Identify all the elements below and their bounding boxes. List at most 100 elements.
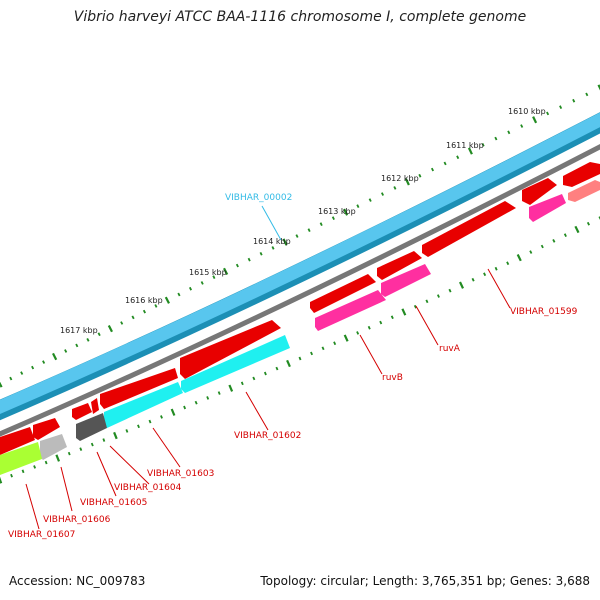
tick-mark — [183, 405, 187, 410]
kbp-label: 1613 kbp — [318, 207, 356, 216]
leader-line — [109, 445, 150, 485]
tick-mark — [52, 352, 58, 361]
kbp-label: 1614 kbp — [253, 237, 291, 246]
leader-line — [487, 268, 511, 309]
tick-mark — [343, 208, 349, 216]
tick-mark — [356, 204, 360, 208]
tick-mark — [177, 292, 181, 297]
tick-mark — [295, 234, 299, 238]
gene-feature[interactable] — [568, 180, 600, 202]
gene-feature[interactable] — [0, 442, 42, 475]
tick-mark — [494, 136, 498, 141]
gene-label[interactable]: VIBHAR_01599 — [510, 307, 578, 317]
tick-mark — [154, 304, 158, 308]
tick-mark — [483, 272, 487, 277]
tick-mark — [443, 161, 447, 166]
tick-mark — [228, 384, 234, 392]
gene-feature[interactable] — [33, 418, 60, 440]
gene-feature[interactable] — [180, 320, 281, 379]
gene-feature[interactable] — [181, 335, 290, 393]
leader-line — [25, 483, 40, 530]
gene-feature[interactable] — [72, 403, 92, 420]
tick-mark — [331, 216, 335, 220]
gene-feature[interactable] — [315, 290, 386, 331]
tick-mark — [298, 356, 302, 361]
gene-feature[interactable] — [310, 274, 376, 313]
tick-mark — [333, 341, 337, 346]
gene-label[interactable]: VIBHAR_01607 — [8, 530, 75, 540]
leader-line — [261, 205, 282, 241]
kbp-labels: 1610 kbp 1611 kbp 1612 kbp 1613 kbp 1614… — [60, 107, 546, 335]
gene-label[interactable]: VIBHAR_01605 — [80, 498, 147, 508]
gene-feature[interactable] — [100, 368, 178, 409]
kbp-label: 1617 kbp — [60, 326, 98, 335]
tick-mark — [506, 261, 510, 266]
tick-mark — [380, 192, 385, 196]
kbp-label: 1610 kbp — [508, 107, 546, 116]
gene-feature[interactable] — [522, 178, 557, 205]
gene-label[interactable]: VIBHAR_00002 — [225, 193, 292, 203]
gene-label[interactable]: ruvA — [439, 344, 461, 354]
tick-mark — [532, 116, 538, 124]
gene-feature[interactable] — [422, 201, 516, 257]
tick-mark — [520, 124, 524, 128]
gene-feature[interactable] — [377, 251, 422, 280]
tick-mark — [79, 447, 83, 451]
tick-mark — [113, 431, 118, 440]
kbp-label: 1616 kbp — [125, 296, 163, 305]
gene-feature[interactable] — [76, 413, 107, 441]
tick-mark — [188, 286, 193, 291]
tick-mark — [282, 238, 288, 246]
gene-label[interactable]: ruvB — [382, 373, 403, 383]
tick-mark — [235, 263, 239, 268]
tick-mark — [319, 222, 323, 226]
tick-mark — [97, 332, 101, 337]
tick-mark — [404, 178, 410, 186]
tick-mark — [559, 105, 563, 109]
tick-mark — [586, 221, 590, 226]
gene-label[interactable]: VIBHAR_01603 — [147, 469, 214, 479]
tick-mark — [33, 465, 37, 469]
tick-mark — [64, 349, 68, 353]
kbp-label: 1611 kbp — [446, 141, 484, 150]
gene-feature[interactable] — [563, 162, 600, 187]
tick-mark — [574, 225, 580, 234]
tick-mark — [252, 376, 256, 381]
tick-mark — [107, 325, 113, 333]
leader-line — [415, 305, 439, 346]
gene-label[interactable]: VIBHAR_01604 — [114, 483, 182, 493]
gene-label[interactable]: VIBHAR_01606 — [43, 515, 111, 525]
gene-feature[interactable] — [104, 382, 183, 428]
tick-mark — [367, 325, 371, 330]
gene-feature[interactable] — [381, 264, 431, 297]
grey-arc — [0, 143, 600, 437]
map-title: Vibrio harveyi ATCC BAA-1116 chromosome … — [73, 9, 527, 25]
gene-feature[interactable] — [40, 434, 67, 460]
tick-mark — [546, 111, 550, 116]
gene-feature[interactable] — [91, 398, 99, 414]
tick-mark — [240, 381, 244, 386]
gene-feature[interactable] — [0, 427, 35, 455]
leader-line — [60, 466, 73, 512]
tick-mark — [481, 143, 485, 147]
gene-labels: VIBHAR_00002 VIBHAR_01599 ruvA ruvB VIBH… — [8, 193, 578, 540]
tick-mark — [401, 308, 407, 316]
gene-feature[interactable] — [529, 194, 566, 222]
tick-mark — [310, 351, 314, 356]
tick-mark — [170, 408, 176, 416]
kbp-label: 1612 kbp — [381, 174, 419, 183]
leader-line — [245, 391, 269, 431]
kbp-label: 1615 kbp — [189, 268, 227, 277]
tick-mark — [343, 334, 349, 342]
tick-mark — [430, 167, 435, 172]
tick-mark — [86, 337, 90, 342]
tick-mark — [259, 251, 263, 256]
tick-mark — [393, 186, 397, 190]
gene-label[interactable]: VIBHAR_01602 — [234, 431, 301, 441]
leader-line — [152, 427, 181, 468]
kbp-ruler — [0, 84, 600, 388]
inner-dotted-track — [0, 216, 600, 484]
tick-mark — [31, 365, 35, 370]
leader-lines — [25, 205, 511, 530]
